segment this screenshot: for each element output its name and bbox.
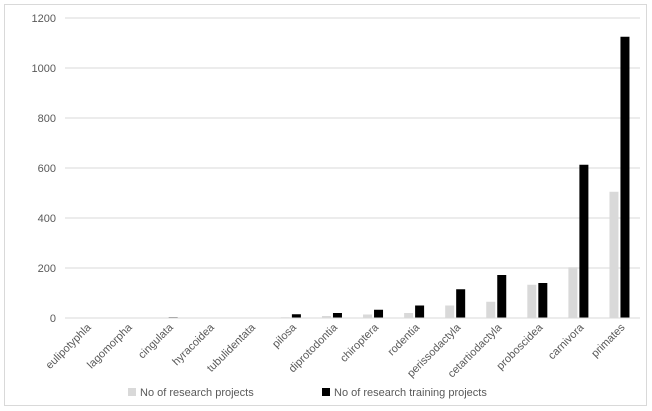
- legend-label: No of research projects: [140, 387, 254, 399]
- category-label: primates: [589, 321, 628, 360]
- category-label: pilosa: [270, 321, 299, 350]
- legend-swatch: [128, 388, 136, 396]
- gridlines: [65, 17, 640, 269]
- category-label: rodentia: [386, 321, 423, 358]
- bar-cetartiodactyla-training: [497, 275, 507, 318]
- bar-pilosa-training: [291, 314, 301, 318]
- bar-chiroptera-training: [374, 309, 384, 318]
- legend-label: No of research training projects: [334, 387, 487, 399]
- bar-rodentia-research: [404, 313, 414, 318]
- bar-diprotodontia-research: [321, 316, 331, 318]
- y-tick-label: 600: [38, 163, 56, 175]
- y-tick-label: 0: [50, 313, 56, 325]
- bar-perissodactyla-research: [445, 305, 455, 318]
- bar-carnivora-training: [579, 164, 589, 318]
- bars: [157, 36, 630, 318]
- y-tick-label: 1000: [32, 63, 56, 75]
- bar-primates-training: [620, 36, 630, 318]
- category-label: chiroptera: [338, 321, 382, 365]
- legend: No of research projects No of research tr…: [128, 387, 487, 399]
- bar-carnivora-research: [568, 267, 578, 318]
- category-label: cingulata: [136, 321, 176, 361]
- y-tick-label: 1200: [32, 13, 56, 25]
- bar-primates-research: [609, 191, 619, 318]
- bar-diprotodontia-training: [332, 313, 342, 318]
- y-tick-label: 400: [38, 213, 56, 225]
- bar-proboscidea-research: [527, 284, 537, 318]
- bar-rodentia-training: [415, 305, 425, 318]
- category-label: carnivora: [546, 321, 587, 362]
- bar-perissodactyla-training: [456, 289, 466, 318]
- y-tick-label: 200: [38, 263, 56, 275]
- legend-swatch: [322, 388, 330, 396]
- y-tick-label: 800: [38, 113, 56, 125]
- chart-frame: [4, 4, 647, 406]
- y-axis-ticks: 0 200 400 600 800 1000 1200: [32, 13, 56, 325]
- category-label: lagomorpha: [85, 321, 135, 371]
- bar-cetartiodactyla-research: [486, 301, 496, 318]
- bar-chiroptera-research: [363, 314, 373, 318]
- bar-proboscidea-training: [538, 283, 548, 318]
